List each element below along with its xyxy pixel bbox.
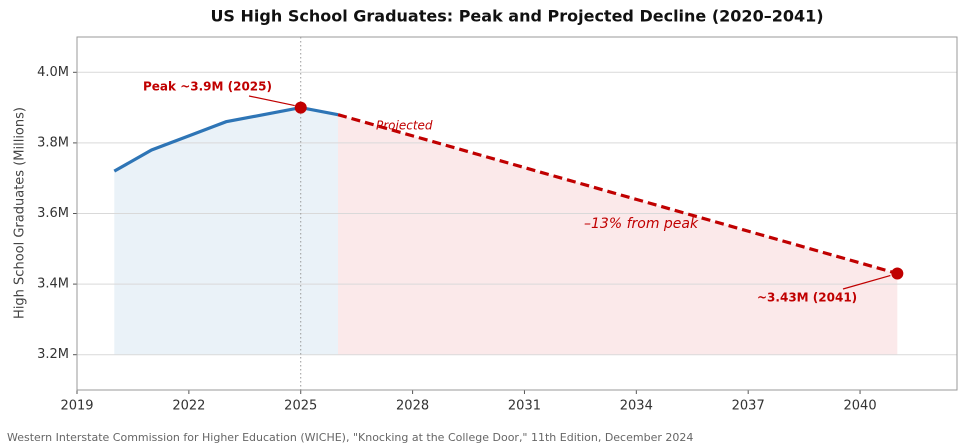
annotation: ~3.43M (2041) (757, 291, 857, 305)
x-tick-label: 2037 (732, 399, 765, 414)
plot-frame (76, 36, 958, 391)
x-tick-label: 2031 (508, 399, 541, 414)
arrow (842, 274, 891, 290)
y-tick-label: 4.0M (37, 65, 69, 80)
area (338, 114, 898, 355)
x-tick-label: 2028 (396, 399, 429, 414)
y-tick-label: 3.4M (37, 277, 69, 292)
series-line (337, 113, 898, 276)
arrow (248, 95, 295, 107)
y-axis-label: High School Graduates (Millions) (13, 107, 28, 319)
area (114, 107, 339, 355)
source: Western Interstate Commission for Higher… (7, 431, 693, 444)
x-tick-label: 2025 (284, 399, 317, 414)
y-tick-label: 3.8M (37, 135, 69, 150)
x-tick-label: 2019 (60, 399, 93, 414)
y-tick-label: 3.2M (37, 347, 69, 362)
x-tick-label: 2022 (172, 399, 205, 414)
annotation: –13% from peak (584, 216, 699, 232)
point-marker (294, 101, 307, 114)
chart-title: US High School Graduates: Peak and Proje… (210, 7, 823, 26)
point-marker (891, 267, 904, 280)
x-tick-label: 2040 (844, 399, 877, 414)
y-tick-label: 3.6M (37, 206, 69, 221)
x-tick-label: 2034 (620, 399, 653, 414)
annotation: Projected (376, 119, 433, 133)
annotation: Peak ~3.9M (2025) (143, 80, 272, 94)
